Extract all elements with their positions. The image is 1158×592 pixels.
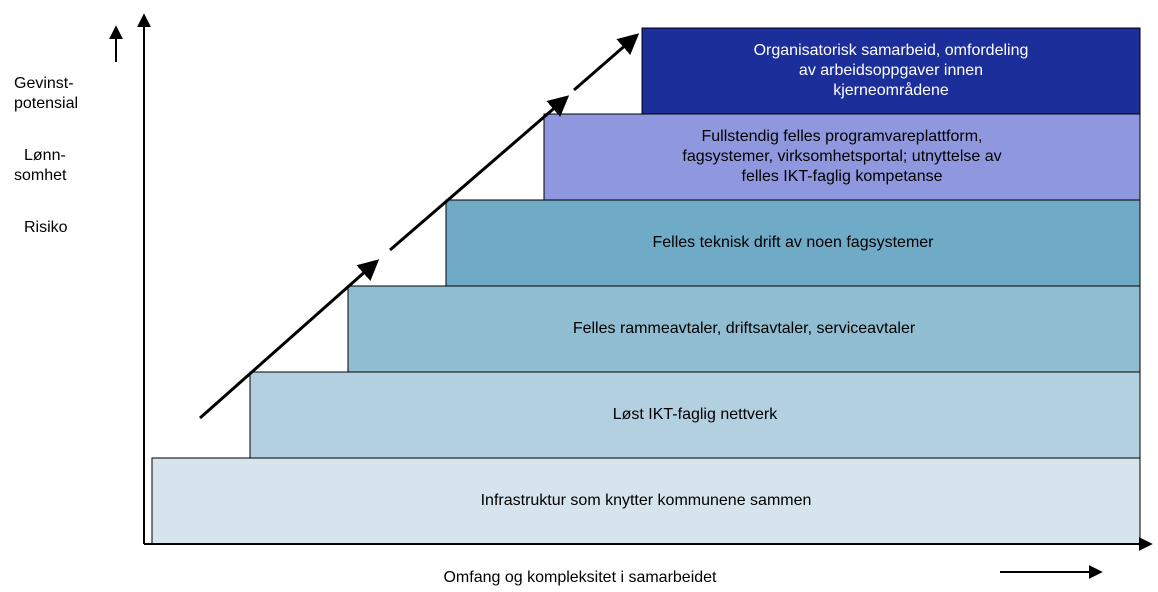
step-5-label-line-2: fagsystemer, virksomhetsportal; utnyttel… [682,148,1001,165]
y-axis-labels: Gevinst-potensial Lønn-somhet Risiko [14,75,78,236]
y-axis-label-4: somhet [14,167,67,184]
x-axis-label: Omfang og kompleksitet i samarbeidet [443,569,717,586]
step-3-label-line-1: Felles rammeavtaler, driftsavtaler, serv… [573,320,916,337]
staircase-steps: Infrastruktur som knytter kommunene samm… [152,28,1140,544]
y-axis-label-5: Risiko [24,219,68,236]
step-6-label-line-1: Organisatorisk samarbeid, omfordeling [754,42,1029,59]
step-5-label-line-3: felles IKT-faglig kompetanse [742,168,943,185]
step-1-label-line-1: Infrastruktur som knytter kommunene samm… [481,492,812,509]
y-axis-label-1: Gevinst- [14,75,74,92]
step-6-label-line-2: av arbeidsoppgaver innen [799,62,983,79]
y-axis-label-3: Lønn- [24,147,66,164]
step-4-label-line-1: Felles teknisk drift av noen fagsystemer [652,234,934,251]
step-6-label-line-3: kjerneområdene [833,81,949,99]
diagonal-arrow-3 [574,36,636,90]
step-2-label-line-1: Løst IKT-faglig nettverk [613,406,779,423]
step-5-label-line-1: Fullstendig felles programvareplattform, [701,128,982,145]
y-axis-label-2: potensial [14,95,78,112]
